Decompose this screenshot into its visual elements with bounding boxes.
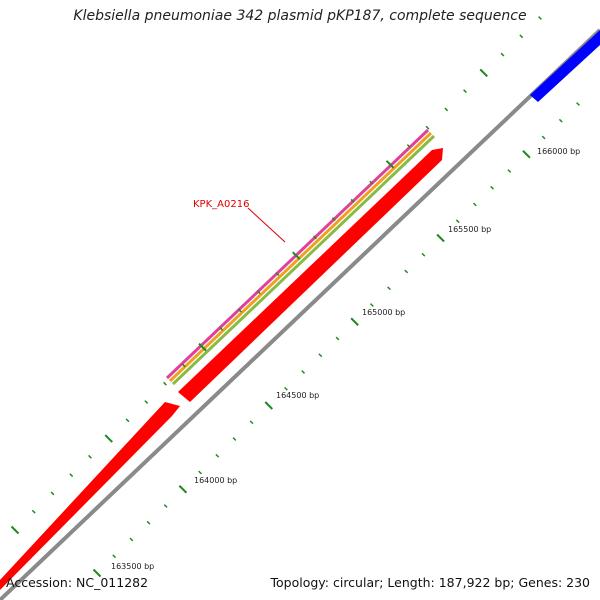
minor-tick	[507, 169, 512, 173]
minor-tick	[144, 400, 149, 404]
minor-tick	[88, 454, 92, 459]
minor-tick	[50, 491, 55, 496]
tick-label-165500: 165500 bp	[448, 225, 491, 234]
major-tick	[479, 68, 488, 78]
minor-tick	[256, 290, 261, 295]
minor-tick	[284, 386, 288, 391]
minor-tick	[301, 370, 306, 374]
major-tick	[522, 150, 531, 159]
minor-tick	[331, 217, 336, 222]
minor-tick	[406, 144, 411, 148]
minor-tick	[181, 363, 186, 368]
backbone-line	[0, 28, 600, 600]
minor-tick	[387, 286, 391, 291]
minor-tick	[112, 554, 117, 559]
tick-label-165000: 165000 bp	[362, 308, 405, 317]
reverse-gene-arrow-1[interactable]	[0, 402, 180, 590]
forward-gene-arrow[interactable]	[530, 30, 600, 102]
minor-tick	[146, 520, 151, 525]
major-tick	[292, 251, 301, 260]
tick-marks	[10, 16, 580, 578]
minor-tick	[163, 381, 167, 386]
minor-tick	[463, 89, 467, 94]
minor-tick	[275, 272, 280, 276]
minor-tick	[69, 473, 74, 478]
minor-tick	[500, 52, 505, 57]
minor-tick	[313, 235, 317, 240]
tick-label-163500: 163500 bp	[111, 562, 154, 571]
minor-tick	[125, 418, 130, 423]
minor-tick	[425, 125, 430, 130]
minor-tick	[350, 198, 355, 203]
minor-tick	[538, 16, 542, 20]
major-tick	[264, 401, 273, 410]
major-tick	[198, 342, 207, 352]
minor-tick	[558, 118, 563, 123]
major-tick	[104, 434, 113, 443]
major-tick	[385, 160, 395, 169]
minor-tick	[541, 135, 546, 140]
minor-tick	[472, 202, 477, 207]
minor-tick	[335, 336, 340, 341]
accession-text: Accession: NC_011282	[6, 575, 149, 590]
feature-stripes[interactable]	[165, 128, 436, 386]
minor-tick	[129, 537, 134, 542]
tick-label-164500: 164500 bp	[276, 391, 319, 400]
minor-tick	[490, 185, 495, 190]
minor-tick	[31, 509, 36, 514]
summary-text: Topology: circular; Length: 187,922 bp; …	[270, 575, 591, 590]
minor-tick	[318, 353, 323, 358]
minor-tick	[232, 437, 237, 441]
major-tick	[10, 525, 20, 535]
major-tick	[436, 233, 445, 243]
minor-tick	[455, 219, 460, 224]
map-title: Klebsiella pneumoniae 342 plasmid pKP187…	[73, 8, 527, 24]
major-tick	[92, 568, 102, 578]
minor-tick	[404, 269, 409, 274]
minor-tick	[576, 102, 580, 106]
minor-tick	[369, 180, 374, 185]
minor-tick	[421, 252, 426, 257]
gene-label[interactable]: KPK_A0216	[193, 199, 249, 210]
minor-tick	[163, 504, 168, 508]
tick-label-166000: 166000 bp	[537, 147, 580, 156]
gene-label-callout	[247, 207, 286, 243]
reverse-gene-arrow-2[interactable]	[178, 148, 443, 402]
minor-tick	[249, 420, 254, 425]
major-tick	[178, 485, 188, 494]
minor-tick	[519, 34, 524, 39]
minor-tick	[444, 107, 449, 112]
tick-label-164000: 164000 bp	[194, 476, 237, 485]
minor-tick	[238, 308, 242, 313]
minor-tick	[198, 470, 203, 475]
minor-tick	[215, 453, 220, 458]
major-tick	[350, 317, 359, 326]
minor-tick	[219, 326, 224, 331]
minor-tick	[369, 303, 374, 307]
